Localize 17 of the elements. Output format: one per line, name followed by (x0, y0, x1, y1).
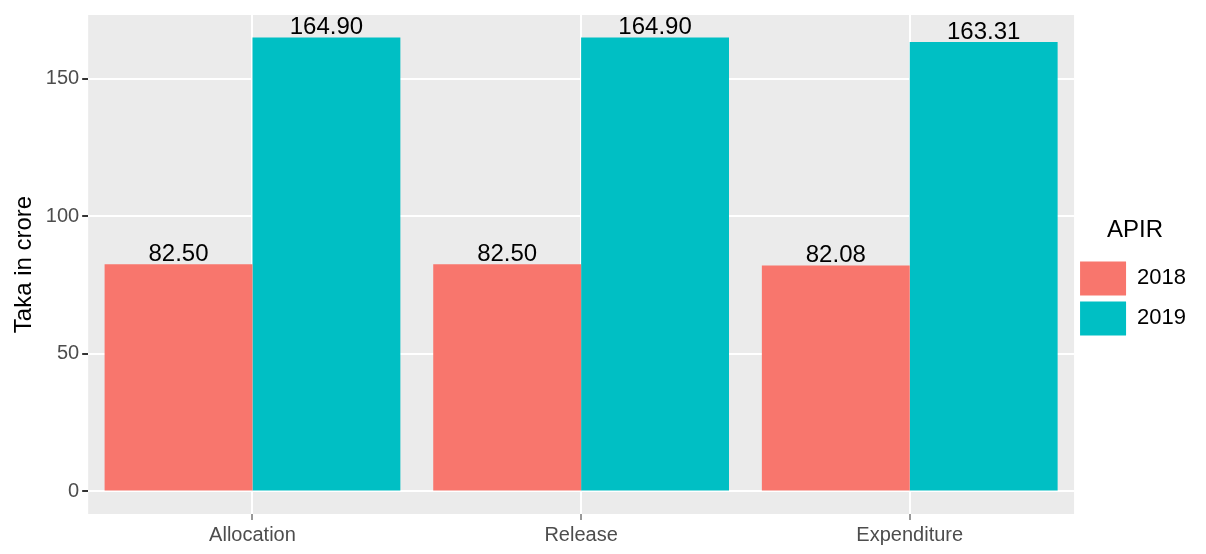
legend-title: APIR (1107, 215, 1164, 243)
text: 164.90 (289, 12, 364, 40)
legend-label: 2018 (1137, 264, 1187, 290)
text: 82.08 (805, 240, 866, 268)
text: 82.50 (148, 238, 209, 266)
y-tick-label: 50 (56, 341, 80, 364)
text: 164.90 (618, 12, 692, 40)
x-tick-label: Release (544, 522, 618, 545)
y-tick-label: 100 (45, 203, 80, 226)
y-axis-title: Taka in crore (9, 195, 37, 334)
y-tick-label: 150 (45, 66, 80, 89)
y-tick-label: 0 (68, 478, 80, 501)
text: 82.50 (477, 238, 538, 266)
x-tick-label: Allocation (209, 522, 296, 545)
x-tick-label: Expenditure (856, 522, 964, 545)
text: 163.31 (946, 16, 1021, 44)
legend-label: 2019 (1137, 304, 1187, 330)
